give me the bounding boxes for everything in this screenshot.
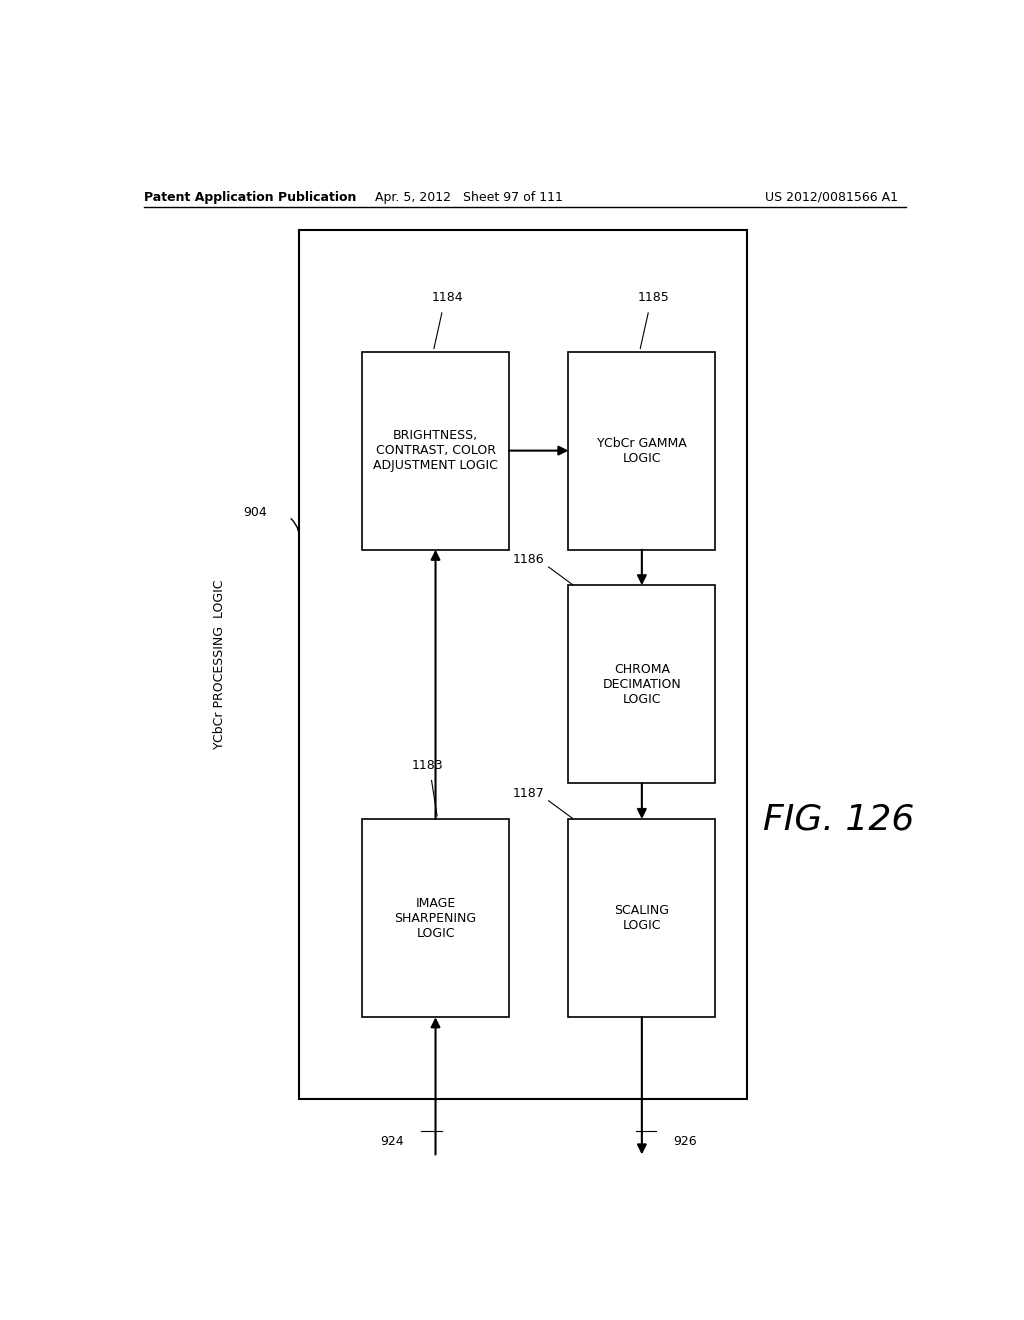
- Text: YCbCr PROCESSING  LOGIC: YCbCr PROCESSING LOGIC: [213, 579, 225, 748]
- Text: 1187: 1187: [513, 787, 545, 800]
- Bar: [568, 818, 715, 1018]
- Text: BRIGHTNESS,
CONTRAST, COLOR
ADJUSTMENT LOGIC: BRIGHTNESS, CONTRAST, COLOR ADJUSTMENT L…: [373, 429, 498, 473]
- Bar: [362, 351, 509, 549]
- Text: Patent Application Publication: Patent Application Publication: [143, 190, 356, 203]
- Text: 1185: 1185: [638, 292, 670, 304]
- Text: FIG. 126: FIG. 126: [763, 803, 914, 836]
- Text: 924: 924: [380, 1135, 403, 1148]
- Bar: [568, 351, 715, 549]
- Bar: [299, 230, 748, 1098]
- Bar: [362, 818, 509, 1018]
- Text: US 2012/0081566 A1: US 2012/0081566 A1: [765, 190, 898, 203]
- Text: 904: 904: [243, 507, 267, 519]
- Text: YCbCr GAMMA
LOGIC: YCbCr GAMMA LOGIC: [597, 437, 687, 465]
- Text: IMAGE
SHARPENING
LOGIC: IMAGE SHARPENING LOGIC: [394, 896, 476, 940]
- Text: CHROMA
DECIMATION
LOGIC: CHROMA DECIMATION LOGIC: [602, 663, 681, 706]
- Bar: [568, 585, 715, 784]
- Text: SCALING
LOGIC: SCALING LOGIC: [614, 904, 670, 932]
- Text: 1184: 1184: [431, 292, 463, 304]
- Text: Apr. 5, 2012   Sheet 97 of 111: Apr. 5, 2012 Sheet 97 of 111: [376, 190, 563, 203]
- Text: 1186: 1186: [513, 553, 545, 566]
- Text: 1183: 1183: [412, 759, 443, 772]
- Text: 926: 926: [674, 1135, 697, 1148]
